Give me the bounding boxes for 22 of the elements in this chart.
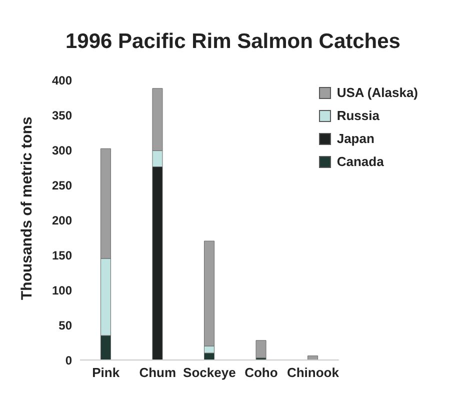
y-tick-label: 150 [52, 248, 72, 262]
y-tick-label: 350 [52, 108, 72, 122]
bar [256, 340, 266, 358]
y-tick-label: 0 [65, 353, 72, 368]
y-tick-label: 50 [58, 318, 72, 332]
y-tick-label: 400 [52, 73, 72, 88]
y-tick-label: 100 [52, 283, 72, 298]
x-tick-label: Chinook [286, 365, 340, 380]
legend-label: Canada [336, 154, 384, 169]
x-tick-label: Pink [92, 365, 120, 380]
y-tick-label: 250 [52, 178, 72, 192]
y-axis-title: Thousands of metric tons [18, 116, 36, 300]
x-tick-label: Sockeye [183, 365, 236, 380]
bar [308, 356, 318, 360]
y-tick-label: 300 [52, 143, 72, 158]
y-tick-label: 200 [52, 213, 72, 228]
chart-title: 1996 Pacific Rim Salmon Catches [64, 29, 402, 55]
x-tick-label: Chum [139, 365, 176, 380]
legend-label: Japan [336, 131, 374, 146]
legend-label: USA (Alaska) [336, 85, 418, 100]
x-tick-label: Coho [244, 365, 278, 380]
legend-label: Russia [336, 108, 380, 123]
